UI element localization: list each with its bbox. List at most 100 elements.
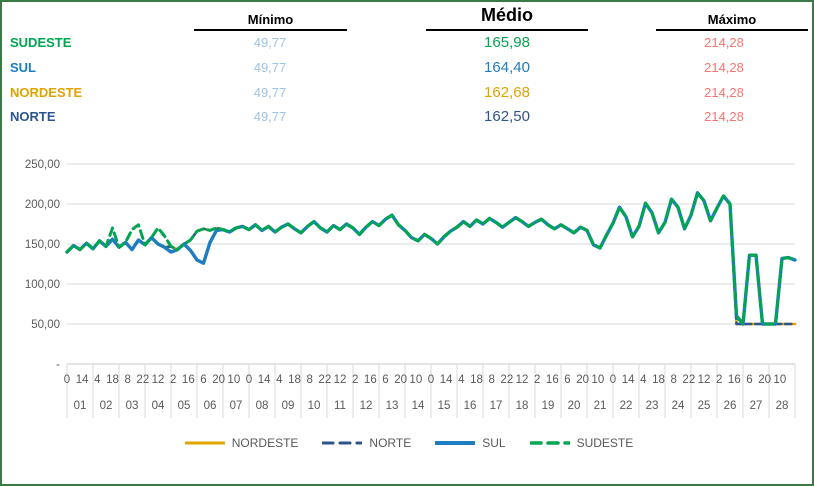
x-axis-hour-label: 14 bbox=[622, 374, 635, 386]
x-axis-day-label: 04 bbox=[152, 400, 165, 412]
min-value-sul: 49,77 bbox=[253, 60, 287, 75]
max-value-nordeste: 214,28 bbox=[704, 85, 744, 100]
legend-label: SUL bbox=[482, 436, 506, 450]
x-axis-hour-label: 14 bbox=[440, 374, 453, 386]
x-axis-day-label: 13 bbox=[386, 400, 399, 412]
series-line-norte bbox=[65, 191, 797, 326]
legend-line-sample bbox=[322, 441, 363, 445]
x-axis-hour-label: 2 bbox=[352, 374, 358, 386]
x-axis-hour-label: 16 bbox=[364, 374, 377, 386]
x-axis-hour-label: 0 bbox=[610, 374, 616, 386]
x-axis-hour-label: 22 bbox=[500, 374, 513, 386]
y-axis-tick-label: 50,00 bbox=[31, 319, 60, 331]
x-axis-hour-label: 10 bbox=[773, 374, 786, 386]
x-axis-hour-label: 18 bbox=[106, 374, 119, 386]
chart-area: 250,00 200,00 150,00 100,00 50,00-01 02 03 04 05… bbox=[2, 152, 814, 434]
x-axis-day-label: 23 bbox=[646, 400, 659, 412]
series-line-sul bbox=[65, 191, 797, 326]
chart-legend: NORDESTE NORTE SUL SUDESTE bbox=[2, 436, 814, 450]
x-axis-hour-label: 14 bbox=[258, 374, 271, 386]
x-axis-hour-label: 22 bbox=[682, 374, 695, 386]
region-label-sudeste: SUDESTE bbox=[10, 35, 72, 50]
x-axis-day-label: 28 bbox=[776, 400, 789, 412]
legend-item-sudeste: SUDESTE bbox=[529, 436, 633, 450]
y-axis-tick-label: 200,00 bbox=[25, 199, 60, 211]
x-axis-hour-label: 4 bbox=[94, 374, 101, 386]
series-line-sudeste bbox=[65, 191, 797, 326]
x-axis-hour-label: 0 bbox=[64, 374, 70, 386]
x-axis-day-label: 08 bbox=[256, 400, 269, 412]
avg-value-nordeste: 162,68 bbox=[484, 84, 530, 101]
x-axis-hour-label: 20 bbox=[758, 374, 771, 386]
x-axis-day-label: 02 bbox=[100, 400, 113, 412]
min-value-norte: 49,77 bbox=[253, 109, 287, 124]
x-axis-day-label: 06 bbox=[204, 400, 217, 412]
max-value-sul: 214,28 bbox=[704, 60, 744, 75]
x-axis-hour-label: 0 bbox=[246, 374, 252, 386]
x-axis-day-label: 21 bbox=[594, 400, 607, 412]
min-value-sudeste: 49,77 bbox=[253, 35, 287, 50]
x-axis-hour-label: 2 bbox=[170, 374, 176, 386]
avg-value-sul: 164,40 bbox=[484, 59, 530, 76]
x-axis-day-label: 01 bbox=[74, 400, 87, 412]
x-axis-hour-label: 12 bbox=[152, 374, 165, 386]
legend-item-sul: SUL bbox=[435, 436, 506, 450]
x-axis-day-label: 14 bbox=[412, 400, 425, 412]
legend-item-nordeste: NORDESTE bbox=[184, 436, 298, 450]
x-axis-hour-label: 8 bbox=[124, 374, 130, 386]
avg-value-norte: 162,50 bbox=[484, 108, 530, 125]
region-label-norte: NORTE bbox=[10, 109, 56, 124]
legend-label: NORTE bbox=[369, 436, 412, 450]
x-axis-hour-label: 10 bbox=[591, 374, 604, 386]
x-axis-hour-label: 12 bbox=[334, 374, 347, 386]
x-axis-hour-label: 0 bbox=[428, 374, 434, 386]
x-axis-hour-label: 10 bbox=[227, 374, 240, 386]
x-axis-hour-label: 18 bbox=[288, 374, 301, 386]
y-axis-tick-label: 250,00 bbox=[25, 159, 60, 171]
x-axis-day-label: 09 bbox=[282, 400, 295, 412]
x-axis-day-label: 07 bbox=[230, 400, 243, 412]
x-axis-hour-label: 8 bbox=[488, 374, 494, 386]
x-axis-hour-label: 10 bbox=[409, 374, 422, 386]
min-value-nordeste: 49,77 bbox=[253, 85, 287, 100]
x-axis-hour-label: 20 bbox=[212, 374, 225, 386]
x-axis-day-label: 27 bbox=[750, 400, 763, 412]
x-axis-hour-label: 18 bbox=[652, 374, 665, 386]
x-axis-day-label: 17 bbox=[490, 400, 503, 412]
x-axis-hour-label: 14 bbox=[76, 374, 89, 386]
avg-value-sudeste: 165,98 bbox=[484, 34, 530, 51]
region-label-nordeste: NORDESTE bbox=[10, 85, 83, 100]
x-axis-day-label: 16 bbox=[464, 400, 477, 412]
x-axis-day-label: 20 bbox=[568, 400, 581, 412]
x-axis-day-label: 11 bbox=[334, 400, 346, 412]
x-axis-hour-label: 8 bbox=[306, 374, 312, 386]
y-axis-tick-label: 100,00 bbox=[25, 279, 60, 291]
x-axis-hour-label: 20 bbox=[576, 374, 589, 386]
max-value-norte: 214,28 bbox=[704, 109, 744, 124]
x-axis-hour-label: 20 bbox=[394, 374, 407, 386]
x-axis-hour-label: 2 bbox=[716, 374, 722, 386]
max-value-sudeste: 214,28 bbox=[704, 35, 744, 50]
x-axis-hour-label: 16 bbox=[546, 374, 559, 386]
x-axis-day-label: 12 bbox=[360, 400, 373, 412]
x-axis-hour-label: 18 bbox=[470, 374, 483, 386]
x-axis-day-label: 05 bbox=[178, 400, 191, 412]
x-axis-hour-label: 6 bbox=[746, 374, 752, 386]
y-axis-tick-label: 150,00 bbox=[25, 239, 60, 251]
x-axis-hour-label: 6 bbox=[200, 374, 206, 386]
x-axis-hour-label: 2 bbox=[534, 374, 540, 386]
x-axis-day-label: 24 bbox=[672, 400, 685, 412]
x-axis-day-label: 19 bbox=[542, 400, 555, 412]
x-axis-hour-label: 4 bbox=[458, 374, 465, 386]
column-header-maximo: Máximo bbox=[656, 12, 808, 31]
x-axis-day-label: 03 bbox=[126, 400, 139, 412]
x-axis-day-label: 22 bbox=[620, 400, 633, 412]
x-axis-hour-label: 22 bbox=[318, 374, 331, 386]
x-axis-hour-label: 4 bbox=[640, 374, 647, 386]
series-line-nordeste bbox=[65, 191, 797, 326]
x-axis-day-label: 25 bbox=[698, 400, 711, 412]
column-header-medio: Médio bbox=[426, 5, 588, 31]
legend-item-norte: NORTE bbox=[322, 436, 411, 450]
